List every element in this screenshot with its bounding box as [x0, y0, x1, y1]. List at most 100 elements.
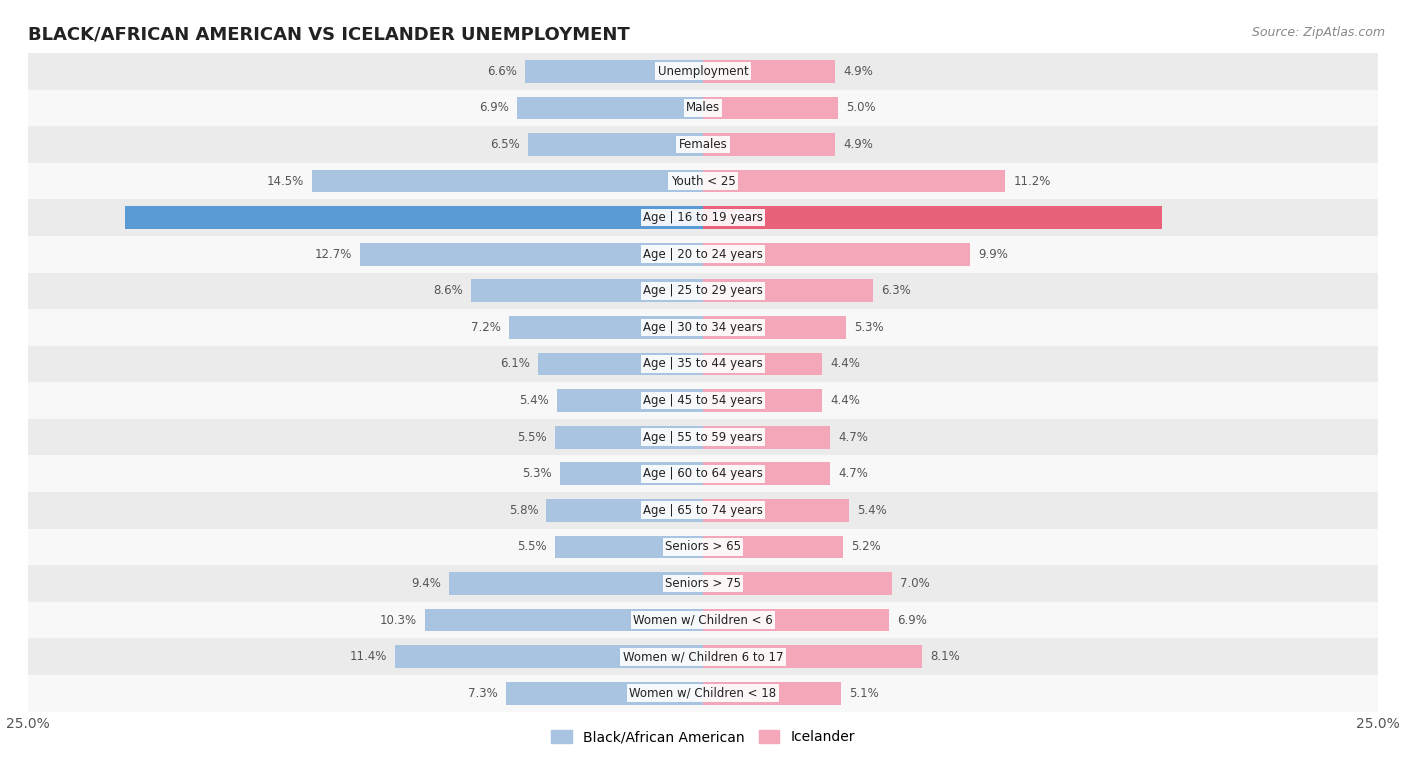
Text: 12.7%: 12.7%	[315, 248, 352, 260]
Text: 7.0%: 7.0%	[900, 577, 929, 590]
Text: 10.3%: 10.3%	[380, 614, 416, 627]
Bar	[703, 170, 1005, 192]
Text: 4.9%: 4.9%	[844, 138, 873, 151]
Bar	[554, 536, 703, 558]
Bar	[560, 463, 703, 485]
Text: 21.4%: 21.4%	[651, 211, 692, 224]
Text: 5.8%: 5.8%	[509, 504, 538, 517]
Bar	[28, 126, 1378, 163]
Bar	[538, 353, 703, 375]
Bar	[703, 97, 838, 119]
Text: 4.4%: 4.4%	[830, 394, 859, 407]
Bar	[312, 170, 703, 192]
Bar	[524, 60, 703, 83]
Text: 8.1%: 8.1%	[929, 650, 959, 663]
Text: 6.9%: 6.9%	[897, 614, 927, 627]
Bar	[703, 279, 873, 302]
Text: Age | 25 to 29 years: Age | 25 to 29 years	[643, 285, 763, 298]
Bar	[28, 199, 1378, 236]
Text: 6.6%: 6.6%	[486, 65, 517, 78]
Bar	[125, 207, 703, 229]
Bar	[703, 389, 821, 412]
Text: Seniors > 65: Seniors > 65	[665, 540, 741, 553]
Text: 4.7%: 4.7%	[838, 431, 868, 444]
Text: Women w/ Children < 6: Women w/ Children < 6	[633, 614, 773, 627]
Text: 5.4%: 5.4%	[519, 394, 550, 407]
Bar	[703, 243, 970, 266]
Text: 5.4%: 5.4%	[856, 504, 887, 517]
Text: Unemployment: Unemployment	[658, 65, 748, 78]
Bar	[703, 609, 889, 631]
Bar	[703, 682, 841, 705]
Bar	[360, 243, 703, 266]
Bar	[28, 565, 1378, 602]
Text: 5.3%: 5.3%	[522, 467, 551, 480]
Bar	[703, 646, 922, 668]
Bar	[28, 53, 1378, 89]
Bar	[28, 309, 1378, 346]
Bar	[28, 638, 1378, 675]
Text: 5.5%: 5.5%	[517, 540, 547, 553]
Text: Males: Males	[686, 101, 720, 114]
Bar	[28, 346, 1378, 382]
Text: 6.9%: 6.9%	[479, 101, 509, 114]
Text: 9.4%: 9.4%	[412, 577, 441, 590]
Text: Age | 30 to 34 years: Age | 30 to 34 years	[643, 321, 763, 334]
Bar	[28, 236, 1378, 273]
Text: Age | 60 to 64 years: Age | 60 to 64 years	[643, 467, 763, 480]
Text: 6.3%: 6.3%	[882, 285, 911, 298]
Bar	[471, 279, 703, 302]
Text: Youth < 25: Youth < 25	[671, 175, 735, 188]
Text: 14.5%: 14.5%	[266, 175, 304, 188]
Text: BLACK/AFRICAN AMERICAN VS ICELANDER UNEMPLOYMENT: BLACK/AFRICAN AMERICAN VS ICELANDER UNEM…	[28, 25, 630, 43]
Text: Age | 20 to 24 years: Age | 20 to 24 years	[643, 248, 763, 260]
Bar	[28, 602, 1378, 638]
Text: Age | 16 to 19 years: Age | 16 to 19 years	[643, 211, 763, 224]
Bar	[395, 646, 703, 668]
Bar	[703, 353, 821, 375]
Bar	[703, 60, 835, 83]
Text: 7.2%: 7.2%	[471, 321, 501, 334]
Text: 5.0%: 5.0%	[846, 101, 876, 114]
Bar	[703, 426, 830, 448]
Bar	[509, 316, 703, 338]
Text: 17.0%: 17.0%	[714, 211, 755, 224]
Bar	[28, 89, 1378, 126]
Text: 6.1%: 6.1%	[501, 357, 530, 370]
Bar	[703, 133, 835, 156]
Text: 11.4%: 11.4%	[350, 650, 387, 663]
Bar	[703, 207, 1161, 229]
Bar	[527, 133, 703, 156]
Bar	[28, 456, 1378, 492]
Text: 6.5%: 6.5%	[489, 138, 519, 151]
Text: Women w/ Children 6 to 17: Women w/ Children 6 to 17	[623, 650, 783, 663]
Bar	[703, 499, 849, 522]
Text: 5.2%: 5.2%	[852, 540, 882, 553]
Text: Females: Females	[679, 138, 727, 151]
Bar	[703, 536, 844, 558]
Bar	[703, 463, 830, 485]
Bar	[425, 609, 703, 631]
Text: Age | 35 to 44 years: Age | 35 to 44 years	[643, 357, 763, 370]
Text: 4.4%: 4.4%	[830, 357, 859, 370]
Bar	[28, 675, 1378, 712]
Bar	[506, 682, 703, 705]
Bar	[28, 163, 1378, 199]
Text: 5.1%: 5.1%	[849, 687, 879, 699]
Bar	[28, 273, 1378, 309]
Text: 11.2%: 11.2%	[1014, 175, 1050, 188]
Bar	[703, 316, 846, 338]
Bar	[28, 492, 1378, 528]
Text: 4.7%: 4.7%	[838, 467, 868, 480]
Text: 7.3%: 7.3%	[468, 687, 498, 699]
Bar	[557, 389, 703, 412]
Text: 4.9%: 4.9%	[844, 65, 873, 78]
Legend: Black/African American, Icelander: Black/African American, Icelander	[551, 731, 855, 744]
Text: Age | 65 to 74 years: Age | 65 to 74 years	[643, 504, 763, 517]
Bar	[547, 499, 703, 522]
Bar	[28, 419, 1378, 456]
Bar	[28, 382, 1378, 419]
Text: 5.5%: 5.5%	[517, 431, 547, 444]
Bar	[28, 528, 1378, 565]
Text: Women w/ Children < 18: Women w/ Children < 18	[630, 687, 776, 699]
